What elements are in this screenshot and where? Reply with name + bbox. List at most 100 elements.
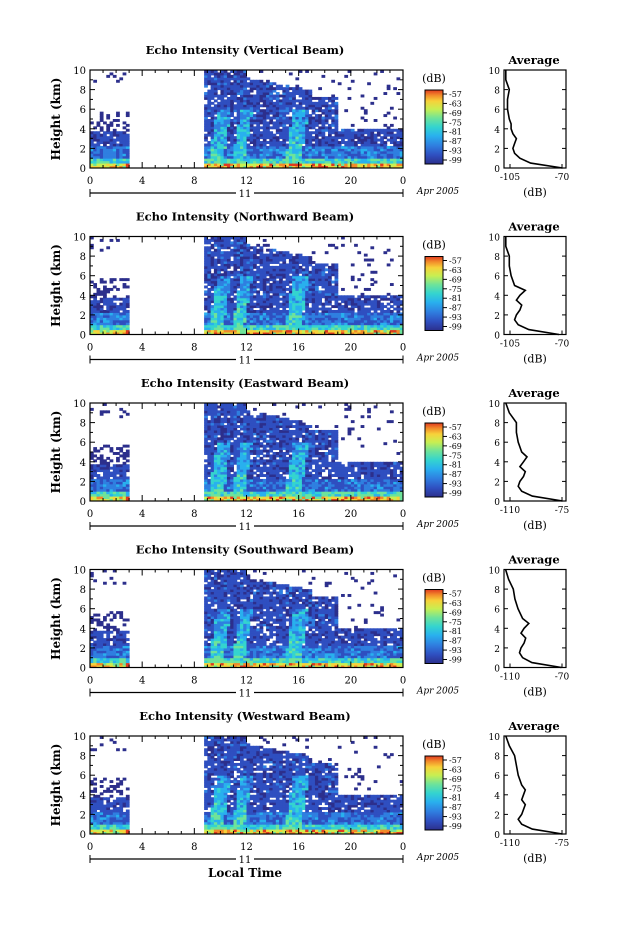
heatmap-cell (246, 243, 251, 247)
heatmap-cell (383, 332, 388, 335)
heatmap-cell (337, 141, 342, 144)
heatmap-cell (295, 133, 300, 137)
heatmap-cell (380, 153, 384, 157)
heatmap-cell (204, 496, 208, 500)
heatmap-cell (298, 253, 303, 257)
heatmap-cell (207, 300, 212, 304)
heatmap-cell (204, 422, 208, 426)
heatmap-cell (207, 123, 212, 127)
heatmap-cell (96, 491, 101, 495)
heatmap-cell (210, 143, 215, 147)
heatmap-cell (292, 148, 296, 152)
heatmap-cell (99, 165, 104, 169)
heatmap-cell (239, 327, 244, 331)
heatmap-cell (246, 246, 251, 250)
heatmap-cell (207, 165, 212, 169)
heatmap-cell (275, 143, 280, 147)
date-label: Apr 2005 (416, 354, 460, 364)
heatmap-cell (249, 324, 254, 328)
heatmap-cell (116, 459, 120, 463)
heatmap-cell (373, 165, 378, 169)
heatmap-cell (331, 292, 336, 296)
heatmap-cell (90, 471, 94, 475)
heatmap-cell (259, 70, 264, 73)
heatmap-cell (207, 74, 212, 78)
heatmap-cell (220, 82, 225, 86)
heatmap-cell (295, 300, 300, 304)
heatmap-cell (292, 121, 296, 125)
heatmap-cell (109, 493, 114, 497)
heatmap-cell (204, 251, 208, 255)
heatmap-cell (249, 253, 254, 257)
heatmap-cell (239, 292, 244, 296)
heatmap-cell (122, 302, 127, 306)
heatmap-cell (259, 165, 264, 169)
heatmap-cell (256, 478, 261, 482)
heatmap-cell (246, 138, 251, 142)
heatmap-cell (207, 104, 212, 108)
heatmap-cell (217, 410, 221, 414)
heatmap-cell (210, 439, 215, 443)
heatmap-cell (308, 290, 313, 294)
heatmap-cell (226, 278, 231, 282)
heatmap-cell (314, 287, 319, 291)
heatmap-cell (328, 322, 332, 326)
heatmap-cell (301, 92, 306, 95)
heatmap-cell (305, 89, 309, 93)
heatmap-cell (223, 466, 228, 470)
heatmap-cell (321, 278, 326, 282)
heatmap-cell (262, 493, 267, 497)
heatmap-cell (217, 432, 221, 436)
heatmap-cell (282, 273, 287, 277)
heatmap-cell (96, 493, 101, 497)
heatmap-cell (269, 106, 274, 110)
heatmap-cell (272, 317, 277, 321)
heatmap-cell (220, 459, 225, 463)
heatmap-cell (279, 280, 283, 284)
heatmap-cell (220, 300, 225, 304)
heatmap-cell (220, 498, 225, 502)
heatmap-cell (331, 138, 336, 142)
average-frame (503, 69, 567, 169)
heatmap-cell (246, 295, 251, 299)
heatmap-cell (256, 283, 261, 286)
heatmap-cell (230, 270, 234, 274)
heatmap-cell (399, 148, 404, 152)
date-label: Apr 2005 (416, 187, 460, 197)
heatmap-cell (223, 452, 228, 455)
heatmap-cell (282, 317, 287, 321)
heatmap-cell (363, 332, 368, 335)
heatmap-cell (298, 292, 303, 296)
heatmap-cell (204, 111, 208, 115)
heatmap-cell (236, 99, 241, 103)
heatmap-cell (288, 136, 293, 140)
heatmap-cell (357, 150, 362, 154)
heatmap-cell (119, 476, 124, 480)
heatmap-cell (262, 412, 267, 416)
heatmap-cell (236, 82, 241, 86)
heatmap-cell (308, 155, 313, 159)
heatmap-cell (292, 104, 296, 108)
heatmap-cell (344, 136, 349, 140)
heatmap-cell (380, 128, 384, 132)
heatmap-cell (396, 148, 401, 152)
heatmap-cell (357, 160, 362, 164)
heatmap-cell (236, 70, 241, 73)
heatmap-cell (328, 278, 332, 282)
heatmap-cell (266, 165, 270, 169)
heatmap-cell (226, 265, 231, 269)
heatmap-cell (311, 165, 316, 169)
heatmap-cell (207, 322, 212, 326)
heatmap-cell (279, 155, 283, 159)
heatmap-cell (266, 136, 270, 140)
heatmap-cell (236, 297, 241, 301)
heatmap-cell (318, 292, 322, 296)
heatmap-cell (217, 297, 221, 301)
heatmap-cell (282, 270, 287, 274)
heatmap-cell (279, 265, 283, 269)
heatmap-cell (318, 265, 322, 269)
day-label: 11 (239, 356, 252, 367)
heatmap-cell (262, 454, 267, 458)
heatmap-cell (116, 476, 120, 480)
heatmap-cell (243, 121, 247, 125)
